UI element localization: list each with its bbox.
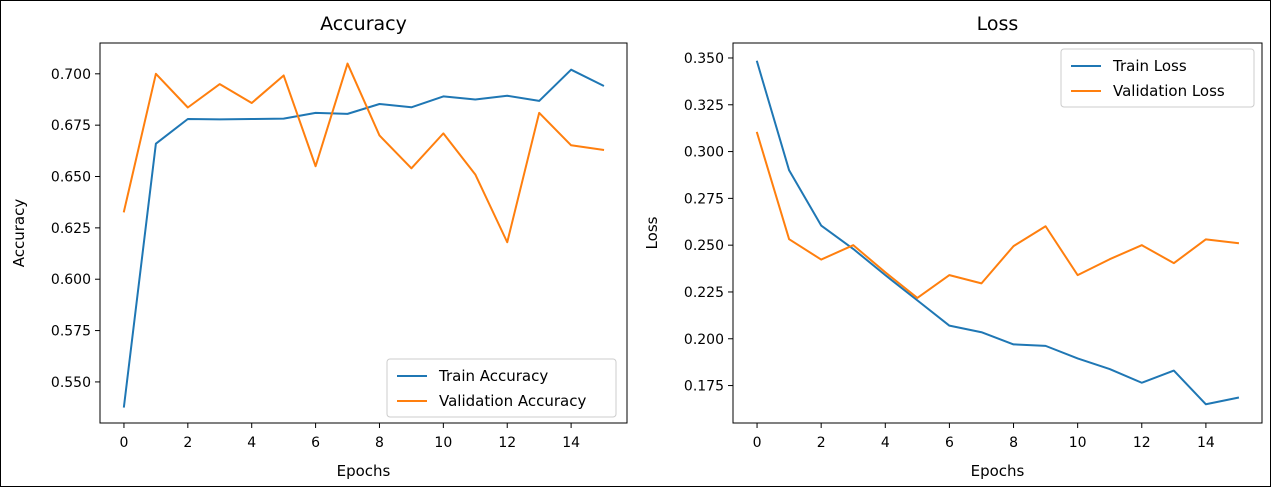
series-line-1 xyxy=(122,68,605,408)
series-line-1 xyxy=(755,60,1240,406)
legend-label: Validation Accuracy xyxy=(439,392,586,410)
x-tick-label: 12 xyxy=(1133,435,1151,451)
y-tick-label: 0.325 xyxy=(684,98,724,114)
x-tick-label: 14 xyxy=(1197,435,1215,451)
x-tick-label: 4 xyxy=(881,435,890,451)
y-axis-label: Loss xyxy=(643,216,661,249)
x-axis-label: Epochs xyxy=(337,462,391,480)
chart-loss: Loss 0 2 4 6 8 10 12 14 0.175 0.200 0.225 0.250 0.275… xyxy=(643,13,1263,480)
legend-label: Train Accuracy xyxy=(438,367,548,385)
y-tick-label: 0.225 xyxy=(684,285,724,301)
y-tick-label: 0.700 xyxy=(51,67,91,83)
y-tick-label: 0.625 xyxy=(51,221,91,237)
x-tick-label: 8 xyxy=(1009,435,1018,451)
y-tick-label: 0.675 xyxy=(51,118,91,134)
y-tick-label: 0.250 xyxy=(684,238,724,254)
plot-area-frame xyxy=(732,42,1263,424)
plot-area-frame xyxy=(99,42,628,424)
legend: Train Loss Validation Loss xyxy=(1060,48,1255,108)
x-tick-label: 14 xyxy=(562,435,580,451)
x-tick-label: 2 xyxy=(183,435,192,451)
x-tick-label: 2 xyxy=(817,435,826,451)
y-axis-label: Accuracy xyxy=(10,199,28,268)
x-axis-label: Epochs xyxy=(971,462,1025,480)
series-line-2 xyxy=(122,62,605,244)
x-tick-label: 10 xyxy=(434,435,452,451)
x-tick-label: 12 xyxy=(498,435,516,451)
chart-title: Loss xyxy=(977,13,1019,35)
x-tick-label: 4 xyxy=(247,435,256,451)
legend-label: Validation Loss xyxy=(1113,82,1225,100)
y-tick-label: 0.600 xyxy=(51,272,91,288)
x-tick-label: 0 xyxy=(119,435,128,451)
y-tick-label: 0.550 xyxy=(51,375,91,391)
y-tick-label: 0.175 xyxy=(684,379,724,395)
chart-title: Accuracy xyxy=(320,13,407,35)
x-tick-label: 6 xyxy=(945,435,954,451)
x-tick-label: 10 xyxy=(1069,435,1087,451)
y-tick-label: 0.650 xyxy=(51,170,91,186)
x-tick-label: 0 xyxy=(753,435,762,451)
y-tick-label: 0.300 xyxy=(684,145,724,161)
y-tick-label: 0.350 xyxy=(684,51,724,67)
legend-box xyxy=(1060,48,1255,108)
y-tick-label: 0.200 xyxy=(684,332,724,348)
legend-box xyxy=(386,358,617,418)
chart-accuracy: Accuracy 0 2 4 6 8 10 12 14 0.550 0.575 0.600 0.625 0… xyxy=(10,13,628,480)
legend-label: Train Loss xyxy=(1112,57,1187,75)
y-tick-label: 0.275 xyxy=(684,191,724,207)
x-tick-label: 8 xyxy=(375,435,384,451)
legend: Train Accuracy Validation Accuracy xyxy=(386,358,617,418)
series-line-2 xyxy=(755,131,1240,299)
y-tick-label: 0.575 xyxy=(51,324,91,340)
x-tick-label: 6 xyxy=(311,435,320,451)
